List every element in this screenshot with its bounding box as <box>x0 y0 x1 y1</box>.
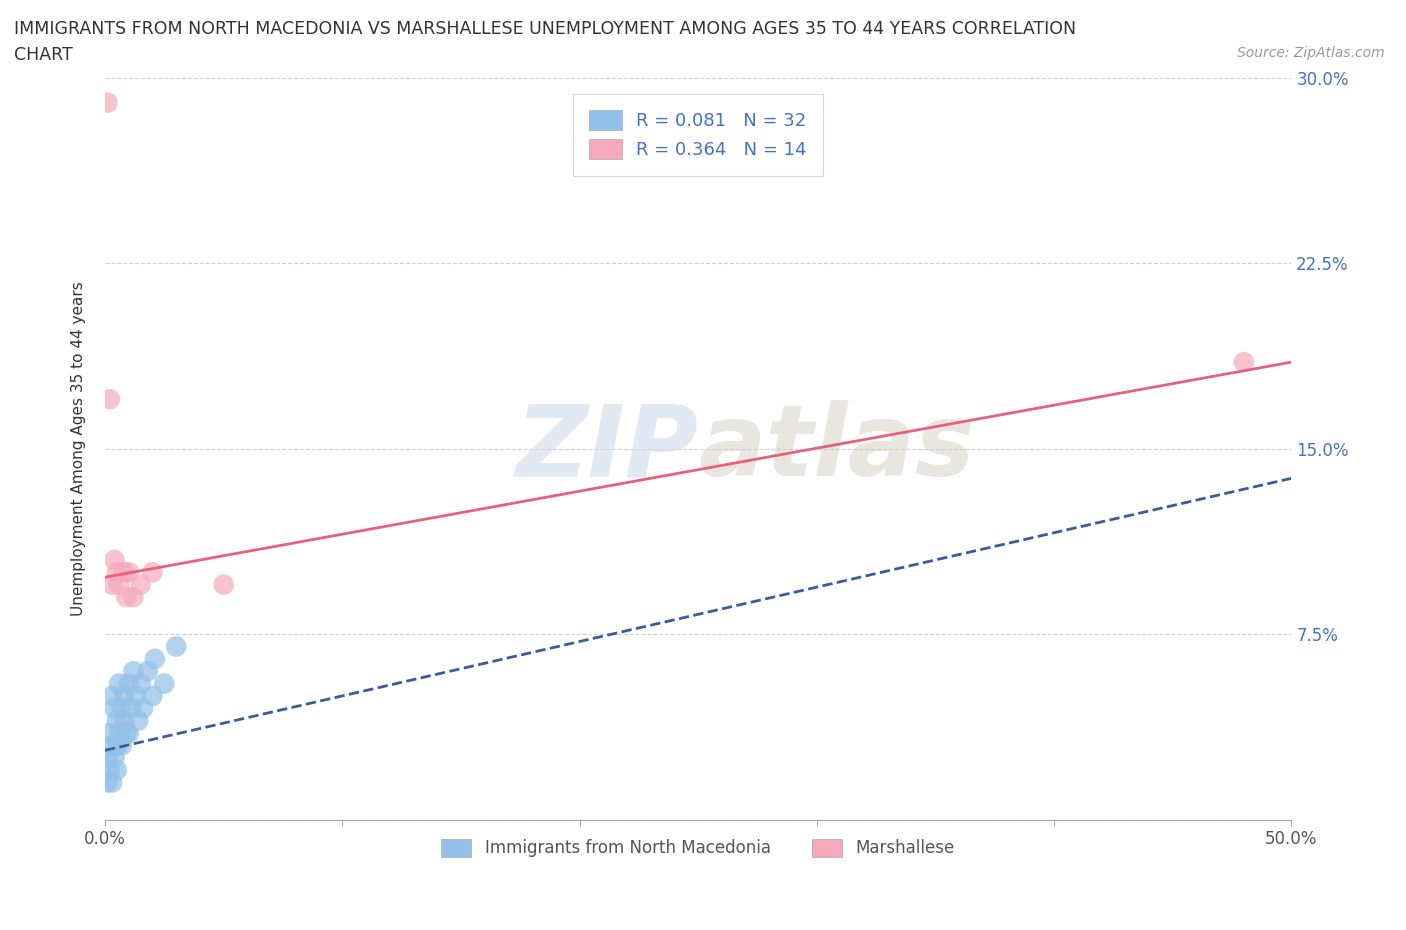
Point <box>132 701 155 716</box>
Point <box>108 676 131 691</box>
Point <box>127 713 149 728</box>
Point <box>98 763 121 777</box>
Point <box>136 664 159 679</box>
Text: Source: ZipAtlas.com: Source: ZipAtlas.com <box>1237 46 1385 60</box>
Text: atlas: atlas <box>699 400 974 498</box>
Point <box>141 565 163 579</box>
Point <box>118 725 141 740</box>
Legend: Immigrants from North Macedonia, Marshallese: Immigrants from North Macedonia, Marshal… <box>427 825 969 870</box>
Point <box>112 688 135 703</box>
Point <box>129 578 152 592</box>
Point <box>105 763 128 777</box>
Point <box>112 565 135 579</box>
Point <box>98 725 121 740</box>
Text: CHART: CHART <box>14 46 73 64</box>
Text: ZIP: ZIP <box>515 400 699 498</box>
Point <box>103 751 125 765</box>
Point <box>103 701 125 716</box>
Point <box>101 737 124 752</box>
Point <box>96 775 118 790</box>
Point <box>105 737 128 752</box>
Point <box>98 392 121 406</box>
Point <box>129 676 152 691</box>
Point <box>165 639 187 654</box>
Point <box>122 590 145 604</box>
Point <box>101 578 124 592</box>
Point <box>143 651 166 666</box>
Point <box>125 688 148 703</box>
Y-axis label: Unemployment Among Ages 35 to 44 years: Unemployment Among Ages 35 to 44 years <box>72 281 86 616</box>
Point <box>141 688 163 703</box>
Point <box>105 713 128 728</box>
Point <box>1233 354 1256 369</box>
Point <box>105 565 128 579</box>
Point <box>112 713 135 728</box>
Point <box>118 565 141 579</box>
Point <box>115 725 138 740</box>
Point <box>103 552 125 567</box>
Point <box>108 725 131 740</box>
Point <box>96 751 118 765</box>
Point <box>110 737 132 752</box>
Point <box>110 701 132 716</box>
Point <box>122 664 145 679</box>
Point <box>108 578 131 592</box>
Point <box>101 775 124 790</box>
Point <box>118 676 141 691</box>
Point <box>212 578 235 592</box>
Point <box>120 701 142 716</box>
Point <box>96 95 118 110</box>
Text: IMMIGRANTS FROM NORTH MACEDONIA VS MARSHALLESE UNEMPLOYMENT AMONG AGES 35 TO 44 : IMMIGRANTS FROM NORTH MACEDONIA VS MARSH… <box>14 20 1076 38</box>
Point <box>153 676 176 691</box>
Point <box>115 590 138 604</box>
Point <box>101 688 124 703</box>
